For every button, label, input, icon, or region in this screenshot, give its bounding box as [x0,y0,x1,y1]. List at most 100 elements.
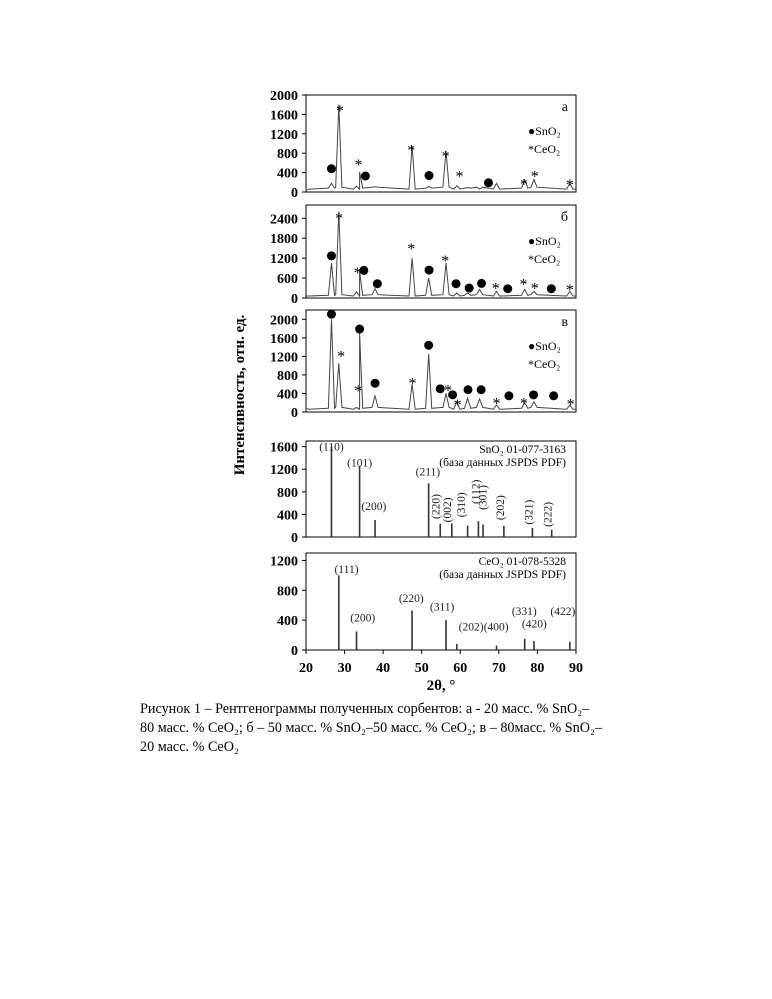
y-tick-label: 1200 [270,252,298,267]
peak-hkl-label: (301) [478,485,490,510]
panel-label: а [562,100,569,115]
caption-line-1: Рисунок 1 – Рентгенограммы полученных со… [140,700,700,719]
y-tick-label: 2000 [270,313,298,328]
peak-hkl-label: (202) [459,622,484,634]
legend-sno2: ●SnO₂ [528,339,561,353]
x-tick-label: 80 [530,661,544,676]
panel-3: 0400800120016002000********в●SnO₂*CeO₂ [270,310,576,421]
ceo2-marker: * [408,375,416,392]
ceo2-marker: * [531,281,539,298]
peak-hkl-label: (002) [442,497,454,522]
xrd-figure: 0400800120016002000********а●SnO₂*CeO₂06… [0,0,772,700]
panel-label: в [561,315,568,330]
sno2-marker [452,279,461,288]
sno2-marker [359,266,368,275]
y-tick-label: 1200 [270,554,298,569]
y-tick-label: 1200 [270,128,298,143]
sno2-marker [361,171,370,180]
y-tick-label: 0 [291,406,298,421]
reference-card: CeO₂ 01-078-5328 [479,556,567,568]
caption-line-2: 80 масс. % CeO₂; б – 50 масс. % SnO₂–50 … [140,719,700,738]
ceo2-marker: * [354,157,362,174]
sno2-marker [484,178,493,187]
ceo2-marker: * [520,176,528,193]
peak-hkl-label: (400) [484,622,509,634]
peak-hkl-label: (420) [522,619,547,631]
legend-sno2: ●SnO₂ [528,234,561,248]
ceo2-marker: * [567,396,575,413]
y-tick-label: 1200 [270,463,298,478]
reference-card: SnO₂ 01-077-3163 [479,444,566,456]
sno2-marker [424,341,433,350]
ceo2-marker: * [520,277,528,294]
peak-hkl-label: (111) [334,564,358,576]
peak-hkl-label: (110) [319,442,344,454]
y-tick-label: 2400 [270,212,298,227]
sno2-marker [547,284,556,293]
ceo2-marker: * [520,395,528,412]
x-tick-label: 40 [376,661,390,676]
peak-hkl-label: (202) [495,495,507,520]
sno2-marker [477,385,486,394]
panel-5: 0 400 800 1200 (111) (200) (220) (311) (202)(400… [270,553,576,659]
y-tick-label: 600 [277,272,298,287]
ceo2-marker: * [407,142,415,159]
y-tick-label: 1600 [270,108,298,123]
peak-hkl-label: (422) [550,606,575,618]
sno2-marker [504,391,513,400]
y-tick-label: 1600 [270,332,298,347]
ceo2-marker: * [566,282,574,299]
x-axis-label: 2θ, ° [427,678,456,694]
sno2-marker [503,284,512,293]
peak-hkl-label: (200) [350,613,375,625]
peak-hkl-label: (220) [399,593,424,605]
y-tick-label: 1600 [270,441,298,456]
panel-label: б [561,210,568,225]
ceo2-marker: * [354,383,362,400]
legend-ceo2: *CeO₂ [528,252,560,266]
legend-ceo2: *CeO₂ [528,357,560,371]
peak-hkl-label: (331) [512,606,537,618]
x-tick-label: 70 [492,661,506,676]
sno2-marker [477,279,486,288]
panel-1: 0400800120016002000********а●SnO₂*CeO₂ [270,89,576,201]
legend-sno2: ●SnO₂ [528,124,561,138]
y-tick-label: 800 [277,584,298,599]
sno2-marker [373,279,382,288]
sno2-marker [327,164,336,173]
peak-hkl-label: (101) [347,457,372,469]
ceo2-marker: * [335,211,343,228]
ceo2-marker: * [336,103,344,120]
y-tick-label: 0 [291,531,298,546]
reference-database: (база данных JSPDS PDF) [439,457,566,469]
y-tick-label: 0 [291,292,298,307]
panel-4: 040080012001600(110)(101)(200)(211)(220)… [270,441,576,546]
sno2-marker [464,385,473,394]
legend-ceo2: *CeO₂ [528,142,560,156]
ceo2-marker: * [493,395,501,412]
peak-hkl-label: (311) [430,601,455,613]
y-tick-label: 400 [277,387,298,402]
y-tick-label: 400 [277,167,298,182]
y-tick-label: 800 [277,147,298,162]
sno2-marker [425,266,434,275]
ceo2-marker: * [441,253,449,270]
y-tick-label: 0 [291,644,298,659]
ceo2-marker: * [492,280,500,297]
y-tick-label: 400 [277,614,298,629]
peak-hkl-label: (310) [456,492,468,517]
sno2-marker [549,391,558,400]
ceo2-marker: * [442,149,450,166]
y-tick-label: 1200 [270,350,298,365]
x-tick-label: 90 [569,661,583,676]
peak-hkl-label: (222) [543,502,555,527]
y-tick-label: 0 [291,186,298,201]
ceo2-marker: * [566,177,574,194]
y-tick-label: 400 [277,508,298,523]
sno2-marker [425,171,434,180]
x-tick-label: 30 [338,661,352,676]
x-tick-label: 50 [415,661,429,676]
peak-hkl-label: (200) [361,501,386,513]
y-tick-label: 800 [277,486,298,501]
peak-hkl-label: (321) [523,500,535,525]
